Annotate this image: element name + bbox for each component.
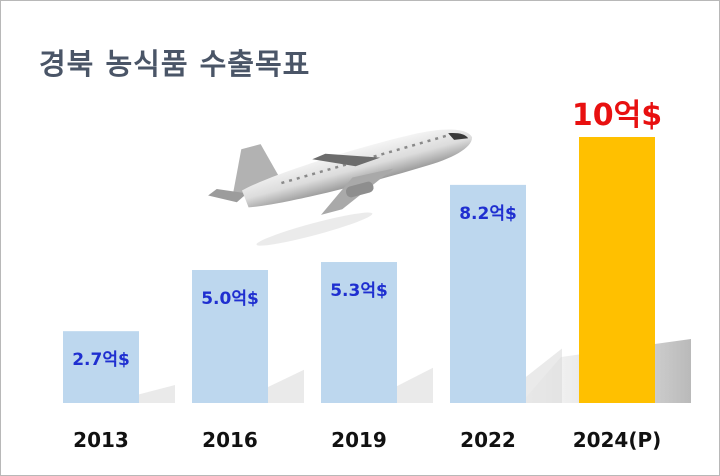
bar-shadow [139, 385, 175, 403]
bar-2024p [579, 137, 655, 403]
bar-shadow [397, 367, 433, 403]
x-tick-label: 2022 [460, 428, 516, 452]
bar-2022 [450, 184, 526, 403]
bar-shadow [526, 348, 562, 403]
x-tick-label: 2016 [202, 428, 258, 452]
x-tick-label: 2024(P) [573, 428, 662, 452]
bar-shadow [268, 369, 304, 403]
data-label: 5.3억$ [330, 281, 388, 301]
chart-title: 경북 농식품 수출목표 [39, 47, 311, 81]
bar-2019 [321, 262, 397, 403]
data-label: 10억$ [572, 98, 662, 133]
airplane-icon [208, 129, 473, 246]
x-tick-label: 2013 [73, 428, 129, 452]
data-label: 2.7억$ [72, 350, 130, 370]
data-label: 8.2억$ [459, 204, 517, 224]
bar-2013 [63, 331, 139, 403]
bar-2016 [192, 270, 268, 403]
data-label: 5.0억$ [201, 289, 259, 309]
x-tick-label: 2019 [331, 428, 387, 452]
